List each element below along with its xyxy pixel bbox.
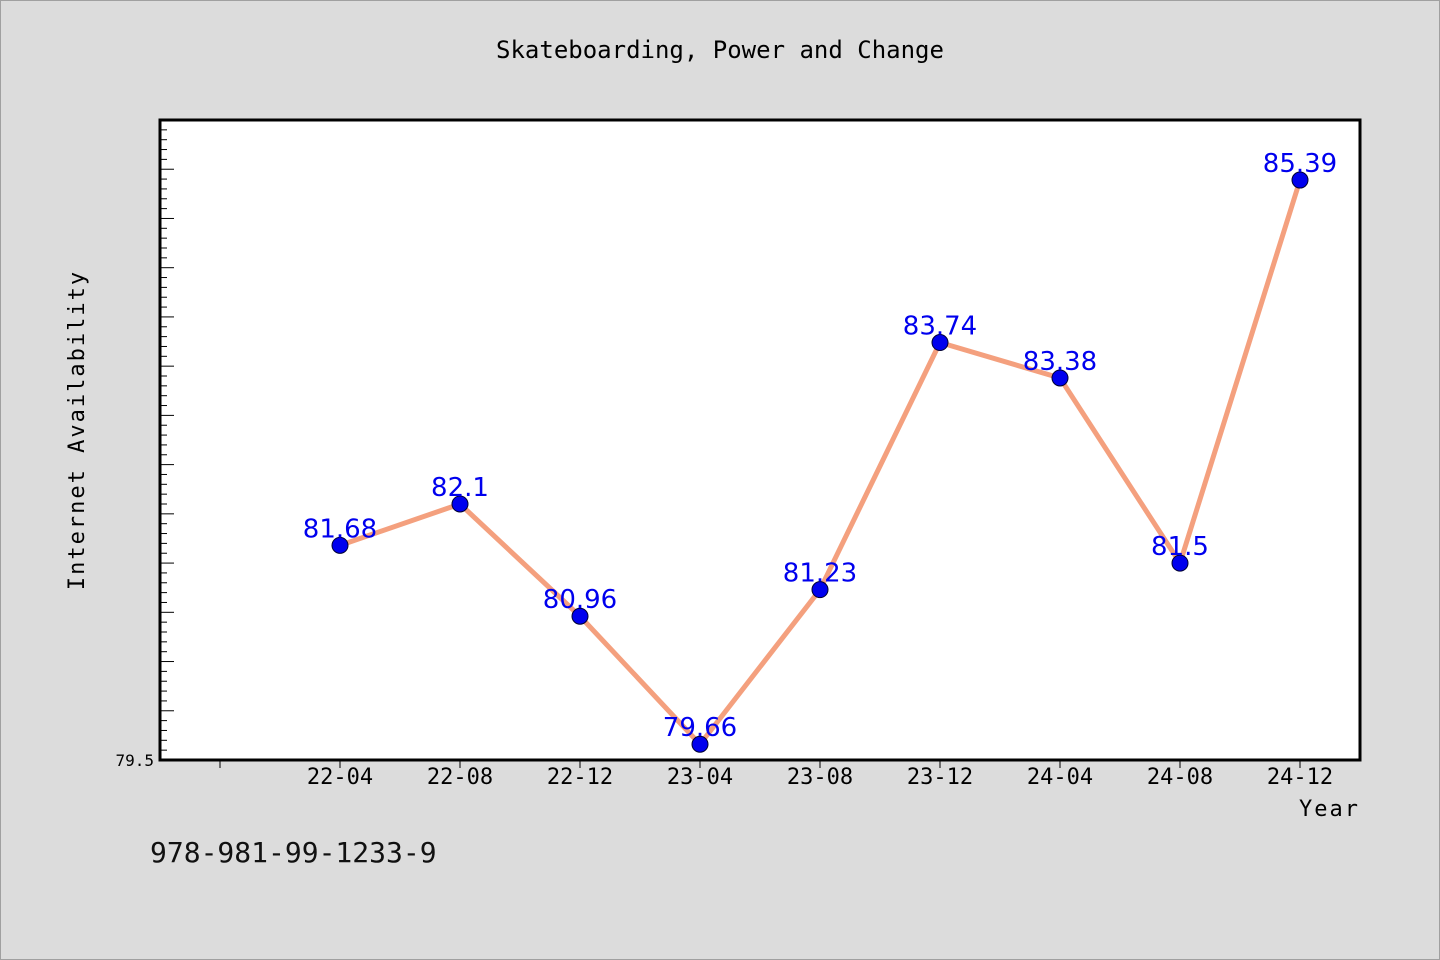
isbn-text: 978-981-99-1233-9 bbox=[150, 836, 437, 869]
data-label: 83.38 bbox=[1023, 347, 1097, 377]
data-point bbox=[691, 735, 709, 753]
data-label: 81.23 bbox=[783, 559, 857, 589]
x-axis-label: Year bbox=[1299, 797, 1360, 822]
data-point bbox=[571, 607, 589, 625]
data-point bbox=[1051, 369, 1069, 387]
series-layer: 81.68 82.1 80.96 79.66 81.23 83.74 83.38 81.5 85… bbox=[303, 149, 1337, 753]
data-point bbox=[1291, 171, 1309, 189]
data-label: 85.39 bbox=[1263, 149, 1337, 179]
x-tick-label: 22-08 bbox=[427, 765, 493, 790]
data-label: 82.1 bbox=[431, 473, 489, 503]
data-point bbox=[1171, 554, 1189, 572]
y-axis-ticks bbox=[160, 119, 174, 761]
data-label: 81.68 bbox=[303, 514, 377, 544]
x-tick-label: 23-12 bbox=[907, 765, 973, 790]
x-tick-label: 22-12 bbox=[547, 765, 613, 790]
data-point bbox=[931, 334, 949, 352]
y-axis-label: Internet Availability bbox=[65, 270, 90, 590]
data-point bbox=[451, 495, 469, 513]
data-point bbox=[331, 536, 349, 554]
data-label: 83.74 bbox=[903, 312, 977, 342]
x-tick-label: 23-04 bbox=[667, 765, 733, 790]
x-tick-label: 23-08 bbox=[787, 765, 853, 790]
y-tick-label: 79.5 bbox=[115, 751, 154, 770]
data-point bbox=[811, 581, 829, 599]
x-tick-label: 24-04 bbox=[1027, 765, 1093, 790]
plot-area bbox=[158, 118, 1362, 762]
data-label: 81.5 bbox=[1151, 532, 1209, 562]
x-axis-ticks: 22-04 22-08 22-12 23-04 23-08 23-12 24-04 24-08… bbox=[219, 760, 1333, 790]
data-label: 79.66 bbox=[663, 713, 737, 743]
x-tick-label: 24-12 bbox=[1267, 765, 1333, 790]
x-tick-label: 24-08 bbox=[1147, 765, 1213, 790]
x-tick-label: 22-04 bbox=[307, 765, 373, 790]
data-label: 80.96 bbox=[543, 585, 617, 615]
chart-title: Skateboarding, Power and Change bbox=[496, 36, 944, 64]
